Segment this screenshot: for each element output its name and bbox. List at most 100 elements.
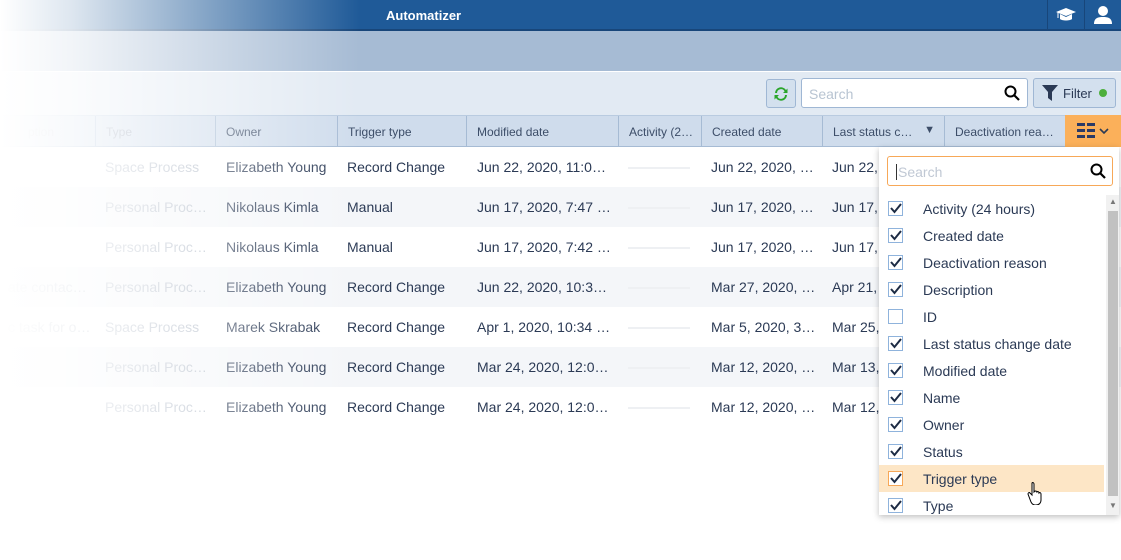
column-option-label: Created date bbox=[923, 227, 1004, 244]
column-header-owner[interactable]: Owner bbox=[215, 116, 337, 147]
column-option[interactable]: Type bbox=[879, 492, 1104, 519]
checkbox[interactable] bbox=[888, 471, 903, 486]
refresh-button[interactable] bbox=[766, 79, 796, 108]
column-header-activity[interactable]: Activity (2… bbox=[618, 116, 701, 147]
activity-sparkline bbox=[628, 287, 690, 289]
cell-trigger: Record Change bbox=[347, 319, 446, 335]
column-option[interactable]: Deactivation reason bbox=[879, 249, 1104, 276]
column-option-label: ID bbox=[923, 308, 937, 325]
academy-button[interactable] bbox=[1047, 0, 1083, 29]
checkbox[interactable] bbox=[888, 417, 903, 432]
cell-owner: Elizabeth Young bbox=[226, 359, 327, 375]
column-option[interactable]: Owner bbox=[879, 411, 1104, 438]
cell-trigger: Manual bbox=[347, 199, 393, 215]
search-input[interactable]: Search bbox=[801, 78, 1028, 108]
column-option-label: Owner bbox=[923, 416, 965, 433]
checkmark-icon bbox=[889, 392, 902, 403]
refresh-icon bbox=[774, 86, 788, 101]
activity-sparkline bbox=[628, 247, 690, 249]
column-header-type[interactable]: Type bbox=[95, 116, 215, 147]
cell-description: c task for o… bbox=[8, 319, 91, 335]
column-search-input[interactable]: Search bbox=[887, 156, 1113, 186]
column-option[interactable]: Description bbox=[879, 276, 1104, 303]
checkmark-icon bbox=[889, 230, 902, 241]
scroll-down-arrow[interactable]: ▼ bbox=[1109, 501, 1117, 510]
checkmark-icon bbox=[889, 500, 902, 511]
cell-trigger: Record Change bbox=[347, 159, 446, 175]
checkbox[interactable] bbox=[888, 390, 903, 405]
column-option-label: Last status change date bbox=[923, 335, 1072, 352]
column-option[interactable]: Activity (24 hours) bbox=[879, 195, 1104, 222]
column-option-label: Description bbox=[923, 281, 994, 298]
checkbox[interactable] bbox=[888, 363, 903, 378]
user-button[interactable] bbox=[1084, 0, 1121, 29]
activity-sparkline bbox=[628, 407, 690, 409]
checkmark-icon bbox=[889, 365, 902, 376]
checkbox[interactable] bbox=[888, 444, 903, 459]
cell-modified: Jun 17, 2020, 7:47 … bbox=[477, 199, 611, 215]
column-option[interactable]: Modified date bbox=[879, 357, 1104, 384]
cell-type: Personal Proc… bbox=[105, 199, 207, 215]
column-header-last-status[interactable]: Last status c… ▼ bbox=[822, 116, 944, 147]
activity-sparkline bbox=[628, 167, 690, 169]
activity-sparkline bbox=[628, 367, 690, 369]
sub-header bbox=[0, 31, 1121, 72]
cell-modified: Jun 17, 2020, 7:42 … bbox=[477, 239, 611, 255]
column-option[interactable]: Name bbox=[879, 384, 1104, 411]
cell-created: Jun 17, 2020, … bbox=[711, 239, 814, 255]
column-option-label: Deactivation reason bbox=[923, 254, 1047, 271]
filter-button[interactable]: Filter bbox=[1033, 78, 1116, 108]
cell-type: Personal Proc… bbox=[105, 359, 207, 375]
column-header-deactivation-reason[interactable]: Deactivation rea… bbox=[944, 116, 1065, 147]
activity-sparkline bbox=[628, 207, 690, 209]
checkbox[interactable] bbox=[888, 498, 903, 513]
cell-owner: Elizabeth Young bbox=[226, 159, 327, 175]
checkbox[interactable] bbox=[888, 282, 903, 297]
graduation-cap-icon bbox=[1055, 7, 1076, 20]
column-header-modified-date[interactable]: Modified date bbox=[466, 116, 618, 147]
cell-trigger: Manual bbox=[347, 239, 393, 255]
column-option[interactable]: ID bbox=[879, 303, 1104, 330]
cell-description: ate contac… bbox=[8, 279, 87, 295]
cell-type: Personal Proc… bbox=[105, 399, 207, 415]
column-header-description[interactable]: ption bbox=[28, 125, 55, 139]
checkbox[interactable] bbox=[888, 255, 903, 270]
column-header-created-date[interactable]: Created date bbox=[701, 116, 822, 147]
column-option[interactable]: Status bbox=[879, 438, 1104, 465]
column-picker-button[interactable] bbox=[1065, 115, 1121, 147]
search-icon[interactable] bbox=[1004, 85, 1020, 101]
checkmark-icon bbox=[889, 284, 902, 295]
hand-cursor-icon bbox=[1027, 482, 1042, 505]
app-title: Automatizer bbox=[386, 8, 462, 23]
cell-created: Mar 12, 2020, … bbox=[711, 359, 816, 375]
search-icon[interactable] bbox=[1090, 163, 1106, 179]
filter-label: Filter bbox=[1063, 85, 1092, 101]
sort-desc-icon: ▼ bbox=[924, 124, 935, 136]
checkbox[interactable] bbox=[888, 309, 903, 324]
activity-sparkline bbox=[628, 327, 690, 329]
scrollbar[interactable]: ▲ ▼ bbox=[1106, 195, 1119, 515]
scrollbar-thumb[interactable] bbox=[1108, 211, 1118, 496]
checkbox[interactable] bbox=[888, 201, 903, 216]
column-option-label: Status bbox=[923, 443, 963, 460]
column-option[interactable]: Last status change date bbox=[879, 330, 1104, 357]
cell-trigger: Record Change bbox=[347, 399, 446, 415]
checkbox[interactable] bbox=[888, 228, 903, 243]
cell-created: Mar 5, 2020, 3:… bbox=[711, 319, 816, 335]
cell-type: Space Process bbox=[105, 159, 200, 175]
column-option-label: Modified date bbox=[923, 362, 1008, 379]
checkmark-icon bbox=[889, 473, 902, 484]
checkmark-icon bbox=[889, 338, 902, 349]
checkbox[interactable] bbox=[888, 336, 903, 351]
cell-created: Jun 17, 2020, … bbox=[711, 199, 814, 215]
scroll-up-arrow[interactable]: ▲ bbox=[1109, 197, 1117, 206]
column-header-trigger-type[interactable]: Trigger type bbox=[337, 116, 466, 147]
checkmark-icon bbox=[889, 203, 902, 214]
checkmark-icon bbox=[889, 419, 902, 430]
cell-created: Mar 12, 2020, … bbox=[711, 399, 816, 415]
column-option[interactable]: Created date bbox=[879, 222, 1104, 249]
cell-created: Mar 27, 2020, … bbox=[711, 279, 816, 295]
column-option-label: Trigger type bbox=[923, 470, 998, 487]
column-option[interactable]: Trigger type bbox=[879, 465, 1104, 492]
search-placeholder: Search bbox=[809, 86, 854, 102]
